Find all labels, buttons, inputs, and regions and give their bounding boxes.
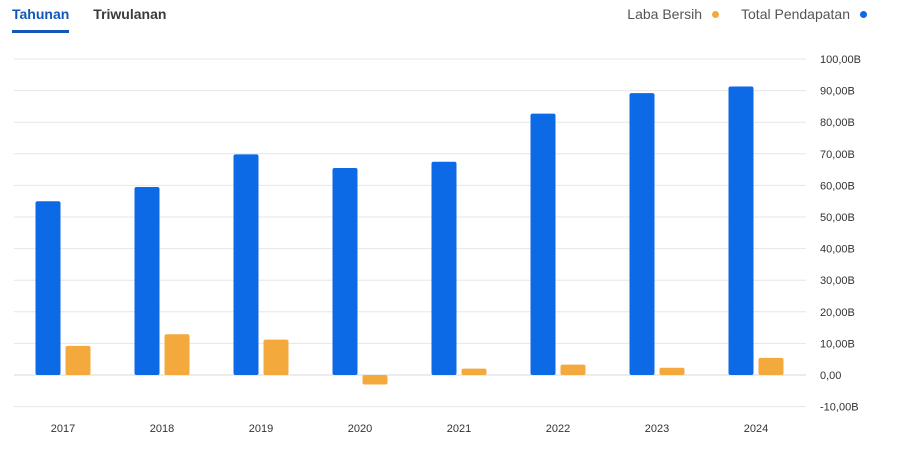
x-tick-label: 2018 [150,423,174,435]
y-tick-label: -10,00B [820,402,859,414]
bar-laba-bersih [560,364,586,375]
bar-total-pendapatan [35,201,61,375]
period-tabs: Tahunan Triwulanan [12,0,190,36]
x-tick-label: 2019 [249,423,273,435]
y-tick-label: 0,00 [820,370,841,382]
y-tick-label: 70,00B [820,149,855,161]
bar-laba-bersih [164,334,190,375]
y-tick-label: 40,00B [820,244,855,256]
y-tick-label: 50,00B [820,212,855,224]
x-tick-label: 2021 [447,423,471,435]
bar-total-pendapatan [728,86,754,375]
bar-laba-bersih [65,345,91,375]
chart-legend: Laba Bersih Total Pendapatan [605,6,867,22]
bar-laba-bersih [758,357,784,375]
bar-total-pendapatan [134,186,160,375]
legend-dot-total-pendapatan [860,10,867,18]
x-tick-label: 2024 [744,423,768,435]
y-tick-label: 90,00B [820,86,855,98]
legend-label-total-pendapatan: Total Pendapatan [741,6,850,22]
bar-laba-bersih [362,375,388,385]
bar-laba-bersih [263,339,289,375]
bar-total-pendapatan [530,113,556,375]
tab-tahunan[interactable]: Tahunan [12,0,70,33]
y-tick-label: 100,00B [820,54,861,66]
y-tick-label: 60,00B [820,180,855,192]
y-tick-label: 30,00B [820,275,855,287]
y-tick-label: 20,00B [820,307,855,319]
y-tick-label: 80,00B [820,117,855,129]
legend-item-total-pendapatan[interactable]: Total Pendapatan [741,6,867,22]
x-tick-label: 2020 [348,423,372,435]
bar-total-pendapatan [629,93,655,376]
bar-total-pendapatan [431,161,457,375]
legend-dot-laba-bersih [712,10,720,18]
tab-triwulanan[interactable]: Triwulanan [93,6,167,22]
bar-laba-bersih [461,368,487,375]
bar-total-pendapatan [332,168,358,375]
legend-item-laba-bersih[interactable]: Laba Bersih [627,6,720,22]
legend-label-laba-bersih: Laba Bersih [627,6,703,22]
y-tick-label: 10,00B [820,338,855,350]
x-tick-label: 2022 [546,423,570,435]
x-tick-label: 2017 [51,423,75,435]
bar-laba-bersih [659,367,685,375]
x-tick-label: 2023 [645,423,669,435]
bar-total-pendapatan [233,154,259,375]
